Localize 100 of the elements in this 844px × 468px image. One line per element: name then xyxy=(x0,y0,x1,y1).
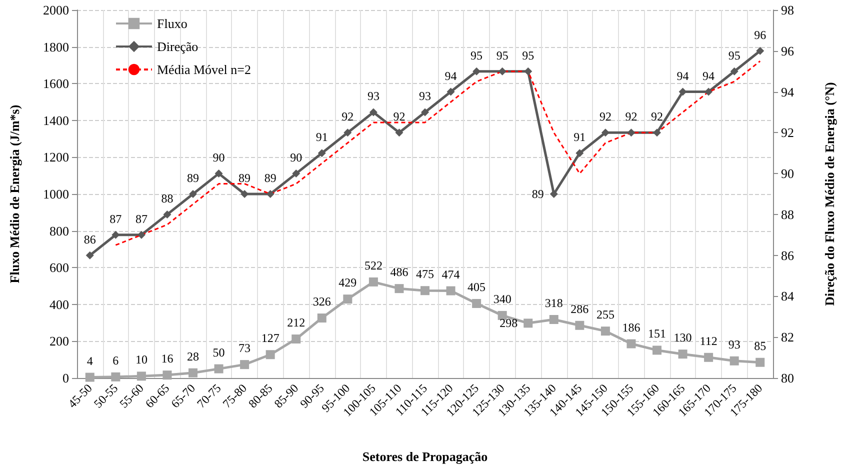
y2-axis-title: Direção do Fluxo Médio de Energia (°N) xyxy=(822,82,837,306)
y-tick-label: 1800 xyxy=(43,39,69,54)
y2-tick-label: 88 xyxy=(781,206,794,222)
point xyxy=(627,128,636,137)
data-label: 89 xyxy=(532,187,544,201)
point xyxy=(266,190,274,198)
x-axis-title: Setores de Propagação xyxy=(362,449,488,464)
data-label: 92 xyxy=(651,110,663,124)
y2-tick-label: 90 xyxy=(781,166,794,182)
data-label: 326 xyxy=(312,294,331,309)
data-label: 85 xyxy=(754,338,766,353)
data-label: 10 xyxy=(135,352,148,367)
data-label: 95 xyxy=(496,48,508,62)
data-label: 16 xyxy=(161,352,174,366)
point xyxy=(163,210,172,218)
data-label: 186 xyxy=(622,320,640,334)
point xyxy=(292,170,300,178)
data-label: 94 xyxy=(444,68,457,83)
point xyxy=(112,230,120,239)
point xyxy=(678,350,688,359)
data-label: 212 xyxy=(287,315,306,330)
legend-label: Fluxo xyxy=(157,16,188,31)
point xyxy=(498,310,507,320)
data-label: 298 xyxy=(500,316,518,330)
data-label: 89 xyxy=(187,171,199,185)
data-label: 92 xyxy=(393,110,406,124)
point xyxy=(446,88,455,96)
data-label: 429 xyxy=(338,276,357,290)
point xyxy=(318,149,326,158)
data-label: 127 xyxy=(261,331,280,346)
data-label: 340 xyxy=(493,292,512,306)
data-label: 28 xyxy=(187,349,199,364)
y-tick-label: 600 xyxy=(50,260,69,276)
y-axis-title: Fluxo Médio de Energia (J/m*s) xyxy=(7,104,22,284)
data-label: 95 xyxy=(470,48,483,62)
point xyxy=(317,314,326,323)
point xyxy=(730,67,738,76)
y2-tick-label: 84 xyxy=(781,288,794,304)
data-label: 151 xyxy=(648,326,666,341)
point xyxy=(626,339,636,348)
y-tick-label: 800 xyxy=(50,223,69,238)
data-label: 92 xyxy=(342,110,354,124)
data-label: 286 xyxy=(570,302,589,316)
y-tick-label: 2000 xyxy=(43,2,69,18)
point xyxy=(420,286,430,296)
point xyxy=(369,108,378,116)
data-label: 112 xyxy=(700,334,718,348)
point xyxy=(394,284,404,294)
point xyxy=(575,320,584,330)
point xyxy=(86,251,94,260)
point xyxy=(343,294,352,304)
data-label: 87 xyxy=(135,212,148,226)
y2-tick-label: 80 xyxy=(781,370,794,386)
point xyxy=(395,128,404,137)
point xyxy=(111,372,120,382)
data-label: 90 xyxy=(212,150,225,165)
data-label: 88 xyxy=(161,191,174,206)
data-label: 405 xyxy=(468,280,486,294)
data-label: 91 xyxy=(574,130,586,144)
y2-tick-label: 82 xyxy=(781,330,794,345)
point xyxy=(188,368,198,378)
data-label: 474 xyxy=(442,267,460,282)
data-label: 475 xyxy=(416,267,434,282)
point xyxy=(136,372,146,381)
data-label: 93 xyxy=(419,89,431,104)
data-label: 95 xyxy=(728,48,740,62)
data-label: 96 xyxy=(754,28,766,42)
point xyxy=(292,334,301,344)
data-label: 89 xyxy=(238,171,251,185)
data-label: 94 xyxy=(702,68,715,83)
point xyxy=(137,230,146,239)
point xyxy=(524,67,532,76)
point xyxy=(652,346,662,355)
data-label: 130 xyxy=(674,330,692,345)
data-label: 4 xyxy=(86,354,93,368)
point xyxy=(189,190,197,198)
y-tick-label: 1400 xyxy=(43,112,69,128)
point xyxy=(368,277,378,286)
y-tick-label: 0 xyxy=(62,370,69,386)
data-label: 89 xyxy=(264,171,276,185)
y2-tick-label: 96 xyxy=(781,43,794,58)
point xyxy=(653,128,661,137)
point xyxy=(704,88,713,96)
point xyxy=(266,350,275,360)
point xyxy=(344,128,352,137)
data-label: 90 xyxy=(290,150,302,165)
point xyxy=(704,352,714,362)
y2-tick-label: 98 xyxy=(781,2,794,18)
data-label: 255 xyxy=(596,308,614,322)
data-label: 95 xyxy=(522,48,534,62)
data-label: 92 xyxy=(599,110,612,124)
y-tick-label: 1000 xyxy=(43,186,69,202)
point xyxy=(162,370,172,380)
point xyxy=(550,190,558,198)
y2-tick-label: 86 xyxy=(781,248,794,263)
data-label: 92 xyxy=(625,110,638,124)
point xyxy=(498,67,506,76)
point xyxy=(549,314,558,324)
data-label: 94 xyxy=(676,68,689,83)
data-label: 73 xyxy=(238,341,251,356)
